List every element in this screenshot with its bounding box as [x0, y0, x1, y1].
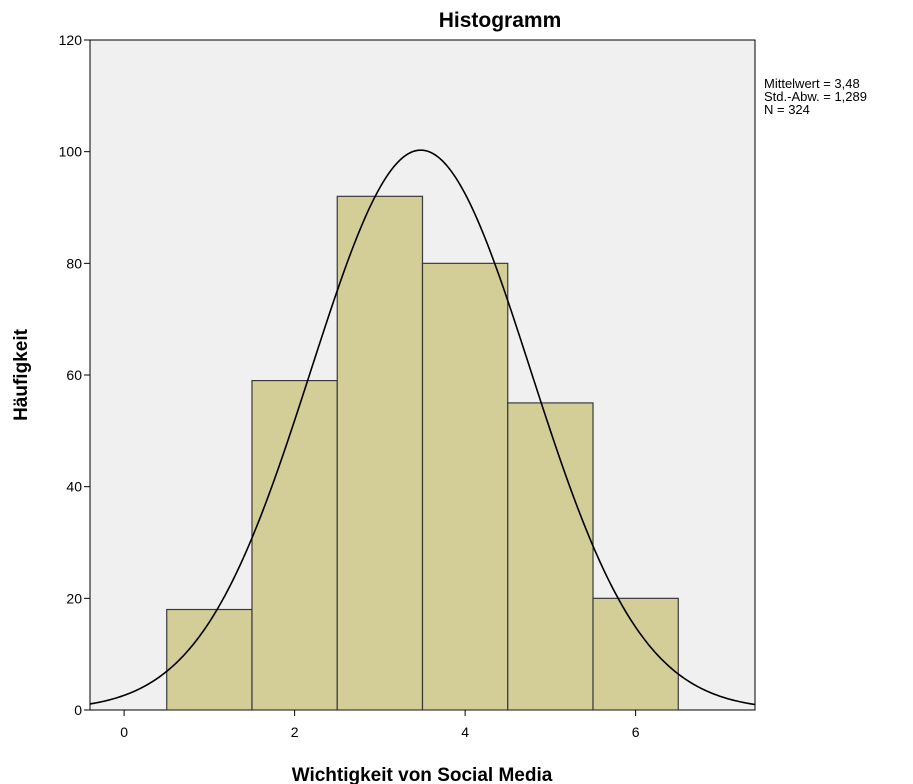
y-tick-label: 20 — [66, 590, 82, 606]
stats-sd: Std.-Abw. = 1,289 — [764, 89, 867, 104]
x-tick-label: 2 — [291, 724, 299, 740]
histogram-bar-5 — [507, 402, 594, 711]
chart-title: Histogramm — [439, 9, 562, 32]
stats-n: N = 324 — [764, 102, 810, 117]
y-tick-label: 40 — [66, 479, 82, 495]
y-tick-label: 80 — [66, 255, 82, 271]
x-tick-label: 0 — [120, 724, 128, 740]
x-axis-title: Wichtigkeit von Social Media — [292, 765, 553, 784]
histogram-bar-4 — [421, 262, 509, 711]
y-tick-label: 120 — [59, 32, 83, 48]
histogram-bar-6 — [592, 597, 679, 711]
normal-curve — [89, 149, 756, 706]
histogram-bar-3 — [336, 195, 424, 711]
histogram-bar-1 — [166, 608, 253, 711]
y-tick-label: 0 — [74, 702, 82, 718]
y-tick-label: 100 — [59, 144, 83, 160]
x-tick-label: 4 — [461, 724, 469, 740]
stats-box: Mittelwert = 3,48 Std.-Abw. = 1,289 N = … — [764, 76, 867, 117]
x-axis: 0 2 4 6 — [120, 710, 640, 740]
histogram-bar-2 — [251, 379, 338, 711]
bars-group — [166, 195, 679, 711]
x-tick-label: 6 — [632, 724, 640, 740]
y-axis-title: Häufigkeit — [11, 328, 32, 421]
y-tick-label: 60 — [66, 367, 82, 383]
y-axis: 0 20 40 60 80 100 120 — [59, 32, 90, 718]
stats-mean: Mittelwert = 3,48 — [764, 76, 860, 91]
